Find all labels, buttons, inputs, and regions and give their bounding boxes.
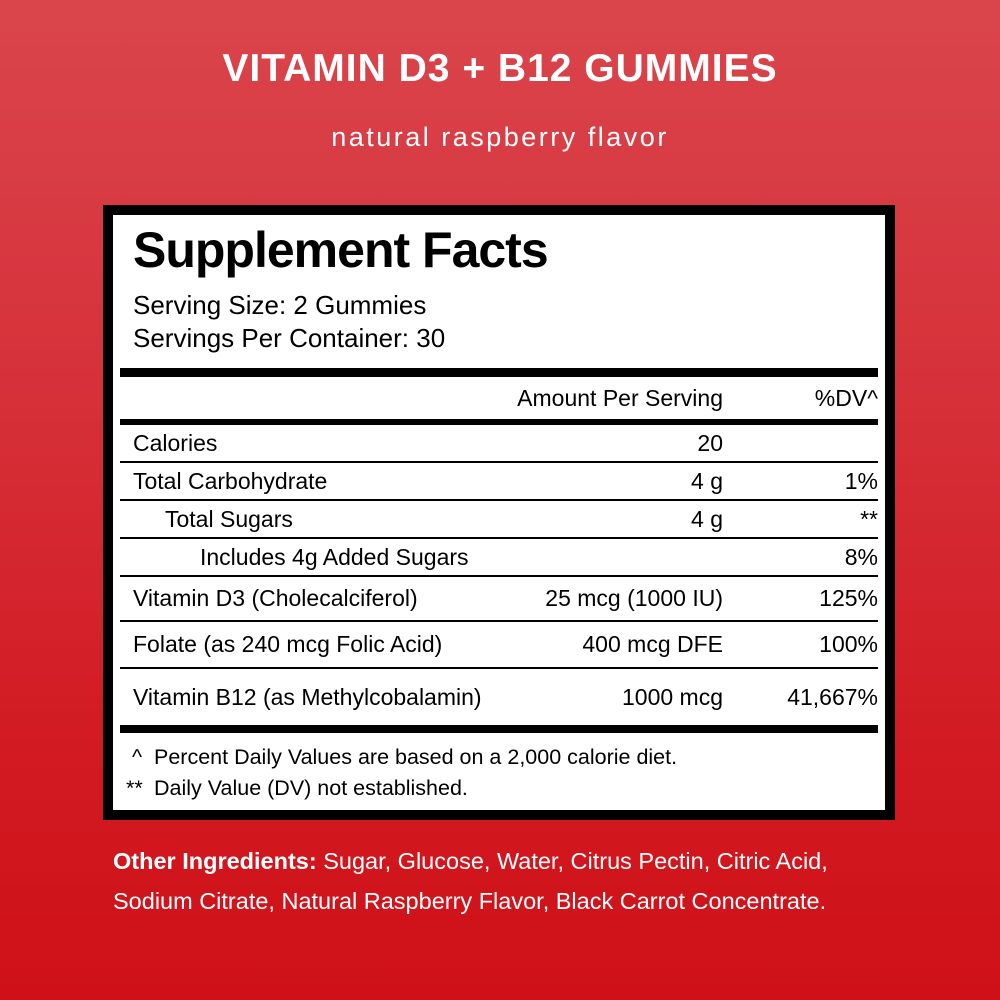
facts-table-header: Amount Per Serving %DV^ [120,377,878,419]
other-ingredients: Other Ingredients: Sugar, Glucose, Water… [113,841,913,921]
nutrient-name: Folate (as 240 mcg Folic Acid) [133,631,443,657]
nutrient-name: Vitamin D3 (Cholecalciferol) [133,585,418,611]
nutrient-dv: 41,667% [787,683,878,710]
nutrient-amount: 4 g [691,505,723,532]
column-header-amount: Amount Per Serving [517,384,723,411]
nutrient-amount: 1000 mcg [621,683,723,710]
other-ingredients-line1: Other Ingredients: Sugar, Glucose, Water… [113,841,913,881]
separator-bar-top [120,368,878,377]
separator-bar-header [120,419,878,425]
other-ingredients-list-part1: Sugar, Glucose, Water, Citrus Pectin, Ci… [316,848,828,874]
nutrient-row: Includes 4g Added Sugars 8% [120,539,878,577]
nutrient-name: Total Sugars [165,505,293,532]
nutrient-dv: 8% [844,543,878,570]
nutrient-name: Includes 4g Added Sugars [200,543,469,570]
supplement-facts-title: Supplement Facts [133,222,549,278]
separator-bar-bottom [120,725,878,733]
footnote-text: Daily Value (DV) not established. [154,776,468,800]
facts-table-body: Calories 20 Total Carbohydrate 4 g 1% Total S… [120,425,878,725]
servings-per-container: Servings Per Container: 30 [133,323,446,353]
nutrient-name: Vitamin B12 (as Methylcobalamin) [133,683,482,710]
footnote-marker: ** [126,776,143,800]
nutrient-row: Total Carbohydrate 4 g 1% [120,463,878,501]
serving-info: Serving Size: 2 Gummies Servings Per Con… [133,289,878,355]
nutrient-dv: 1% [844,467,878,494]
nutrient-name: Calories [133,429,218,456]
nutrient-amount: 400 mcg DFE [582,631,723,657]
footnote-text: Percent Daily Values are based on a 2,00… [154,745,678,769]
nutrient-name: Total Carbohydrate [133,467,328,494]
product-title: VITAMIN D3 + B12 GUMMIES [222,47,778,90]
nutrient-amount: 25 mcg (1000 IU) [545,585,723,611]
nutrient-row: Total Sugars 4 g ** [120,501,878,539]
nutrient-amount: 4 g [691,467,723,494]
serving-size: Serving Size: 2 Gummies [133,290,427,320]
footnotes: ^ Percent Daily Values are based on a 2,0… [126,742,878,804]
other-ingredients-label: Other Ingredients: [113,848,317,874]
nutrient-row: Calories 20 [120,425,878,463]
footnote-line: ** Daily Value (DV) not established. [126,773,878,804]
nutrient-dv: ** [860,505,878,532]
footnote-line: ^ Percent Daily Values are based on a 2,0… [126,742,878,773]
supplement-facts-panel: Supplement Facts Serving Size: 2 Gummies… [103,205,895,820]
footnote-marker: ^ [132,745,143,769]
column-header-dv: %DV^ [814,384,878,411]
nutrient-dv: 125% [819,585,878,611]
nutrient-row: Vitamin D3 (Cholecalciferol) 25 mcg (1000… [120,577,878,622]
nutrient-row: Vitamin B12 (as Methylcobalamin) 1000 mcg… [120,669,878,725]
nutrient-row: Folate (as 240 mcg Folic Acid) 400 mcg DF… [120,622,878,669]
other-ingredients-line2: Sodium Citrate, Natural Raspberry Flavor… [113,888,827,914]
nutrient-dv: 100% [819,631,878,657]
product-flavor-subtitle: natural raspberry flavor [331,122,669,152]
nutrient-amount: 20 [697,429,723,456]
